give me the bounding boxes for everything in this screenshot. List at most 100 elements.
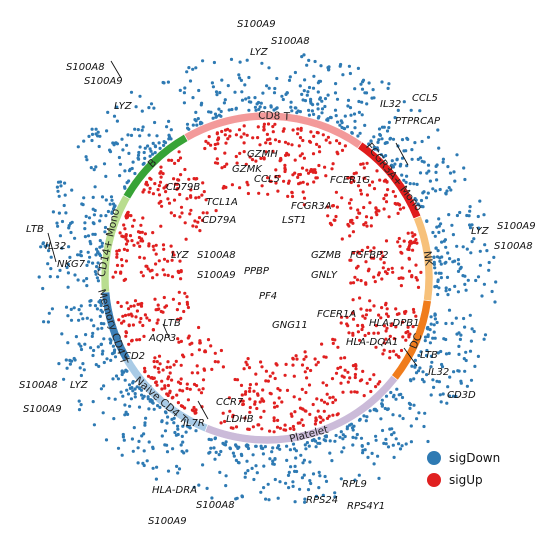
- sigup-point: [246, 191, 250, 196]
- sigdown-point: [410, 148, 414, 152]
- sigdown-point: [74, 335, 78, 339]
- sigup-point: [311, 152, 316, 156]
- sigdown-point: [370, 96, 374, 100]
- sigdown-point: [85, 284, 89, 288]
- sigdown-point: [83, 221, 87, 225]
- sigup-point: [248, 405, 252, 410]
- sigup-point: [394, 325, 398, 329]
- sigup-point: [121, 314, 125, 318]
- sigdown-point: [382, 155, 386, 159]
- sigdown-point: [478, 263, 482, 267]
- sigup-point: [331, 337, 335, 341]
- sigdown-point: [63, 181, 67, 185]
- sigup-point: [373, 280, 377, 284]
- sigdown-point: [291, 442, 296, 446]
- sigdown-point: [327, 67, 331, 71]
- sigup-point: [237, 128, 242, 132]
- sigdown-point: [210, 81, 214, 85]
- sigdown-point: [205, 486, 209, 490]
- sigup-point: [143, 313, 147, 317]
- sigup-point: [178, 215, 182, 219]
- sigup-point: [317, 163, 321, 168]
- sigup-point: [159, 224, 163, 228]
- sigdown-point: [56, 224, 60, 228]
- sigup-point: [189, 194, 193, 198]
- sigup-point: [364, 260, 368, 264]
- sigup-point: [215, 132, 219, 136]
- sigdown-point: [96, 345, 100, 349]
- sigdown-point: [261, 446, 265, 451]
- sigup-point: [179, 270, 183, 274]
- sigdown-point: [333, 439, 337, 443]
- sigup-point: [142, 256, 146, 260]
- sigdown-point: [289, 465, 293, 469]
- sigdown-point: [230, 107, 234, 112]
- sigdown-point: [309, 481, 313, 486]
- sigdown-point: [392, 431, 396, 435]
- sigup-point: [301, 423, 305, 427]
- sigdown-point: [444, 260, 448, 264]
- sigup-point: [316, 409, 320, 413]
- sigdown-point: [435, 379, 439, 383]
- sigdown-point: [83, 235, 87, 239]
- sigup-point: [157, 259, 161, 263]
- sigdown-point: [123, 169, 127, 173]
- sigup-point: [172, 177, 176, 181]
- sigup-point: [414, 276, 418, 280]
- sigup-point: [161, 268, 165, 272]
- sigup-point: [385, 180, 389, 184]
- sigdown-point: [462, 316, 466, 321]
- sigdown-point: [163, 410, 168, 414]
- sigup-point: [343, 144, 347, 148]
- sigup-point: [185, 382, 189, 386]
- sigup-point: [235, 161, 239, 165]
- sigdown-point: [70, 188, 74, 192]
- sigdown-point: [162, 143, 166, 147]
- sigdown-point: [220, 78, 224, 82]
- sigup-point: [179, 363, 183, 367]
- sigdown-point: [156, 404, 160, 408]
- sigdown-point: [394, 397, 398, 401]
- sigdown-point: [126, 392, 130, 396]
- sigdown-point: [444, 289, 448, 293]
- sigdown-point: [243, 471, 248, 475]
- sigdown-point: [265, 84, 269, 88]
- sigup-point: [412, 310, 416, 314]
- sigup-point: [188, 212, 192, 216]
- sigdown-point: [109, 358, 113, 362]
- sigdown-point: [375, 146, 379, 150]
- sigdown-point: [447, 308, 452, 312]
- gene-label: S100A9: [148, 516, 187, 527]
- sigdown-point: [116, 377, 120, 381]
- sigdown-point: [88, 255, 92, 259]
- sigdown-point: [335, 97, 340, 101]
- sigdown-point: [433, 336, 437, 340]
- sigup-point: [250, 158, 255, 162]
- sigup-point: [408, 332, 412, 336]
- sigdown-point: [301, 461, 305, 465]
- sigdown-point: [95, 276, 99, 280]
- sigdown-point: [416, 202, 420, 206]
- sigup-point: [397, 236, 401, 241]
- sigdown-point: [416, 157, 420, 161]
- sigdown-point: [93, 232, 97, 236]
- sigdown-point: [263, 106, 267, 110]
- sigup-point: [400, 266, 404, 270]
- sigdown-point: [402, 100, 406, 104]
- sigdown-point: [291, 480, 295, 484]
- sigdown-point: [320, 111, 324, 115]
- sigdown-point: [447, 213, 451, 217]
- sigdown-point: [131, 381, 135, 385]
- sigdown-point: [308, 460, 312, 464]
- sigup-point: [157, 184, 161, 188]
- sigup-point: [162, 247, 166, 251]
- sigdown-point: [264, 497, 268, 501]
- sigdown-point: [376, 454, 380, 458]
- sigup-point: [402, 239, 406, 243]
- sigup-point: [247, 427, 251, 431]
- sigdown-point: [151, 141, 155, 145]
- sigup-point: [203, 350, 207, 354]
- sigdown-point: [404, 180, 408, 184]
- sigup-point: [124, 242, 129, 246]
- ring-segment: [122, 133, 189, 200]
